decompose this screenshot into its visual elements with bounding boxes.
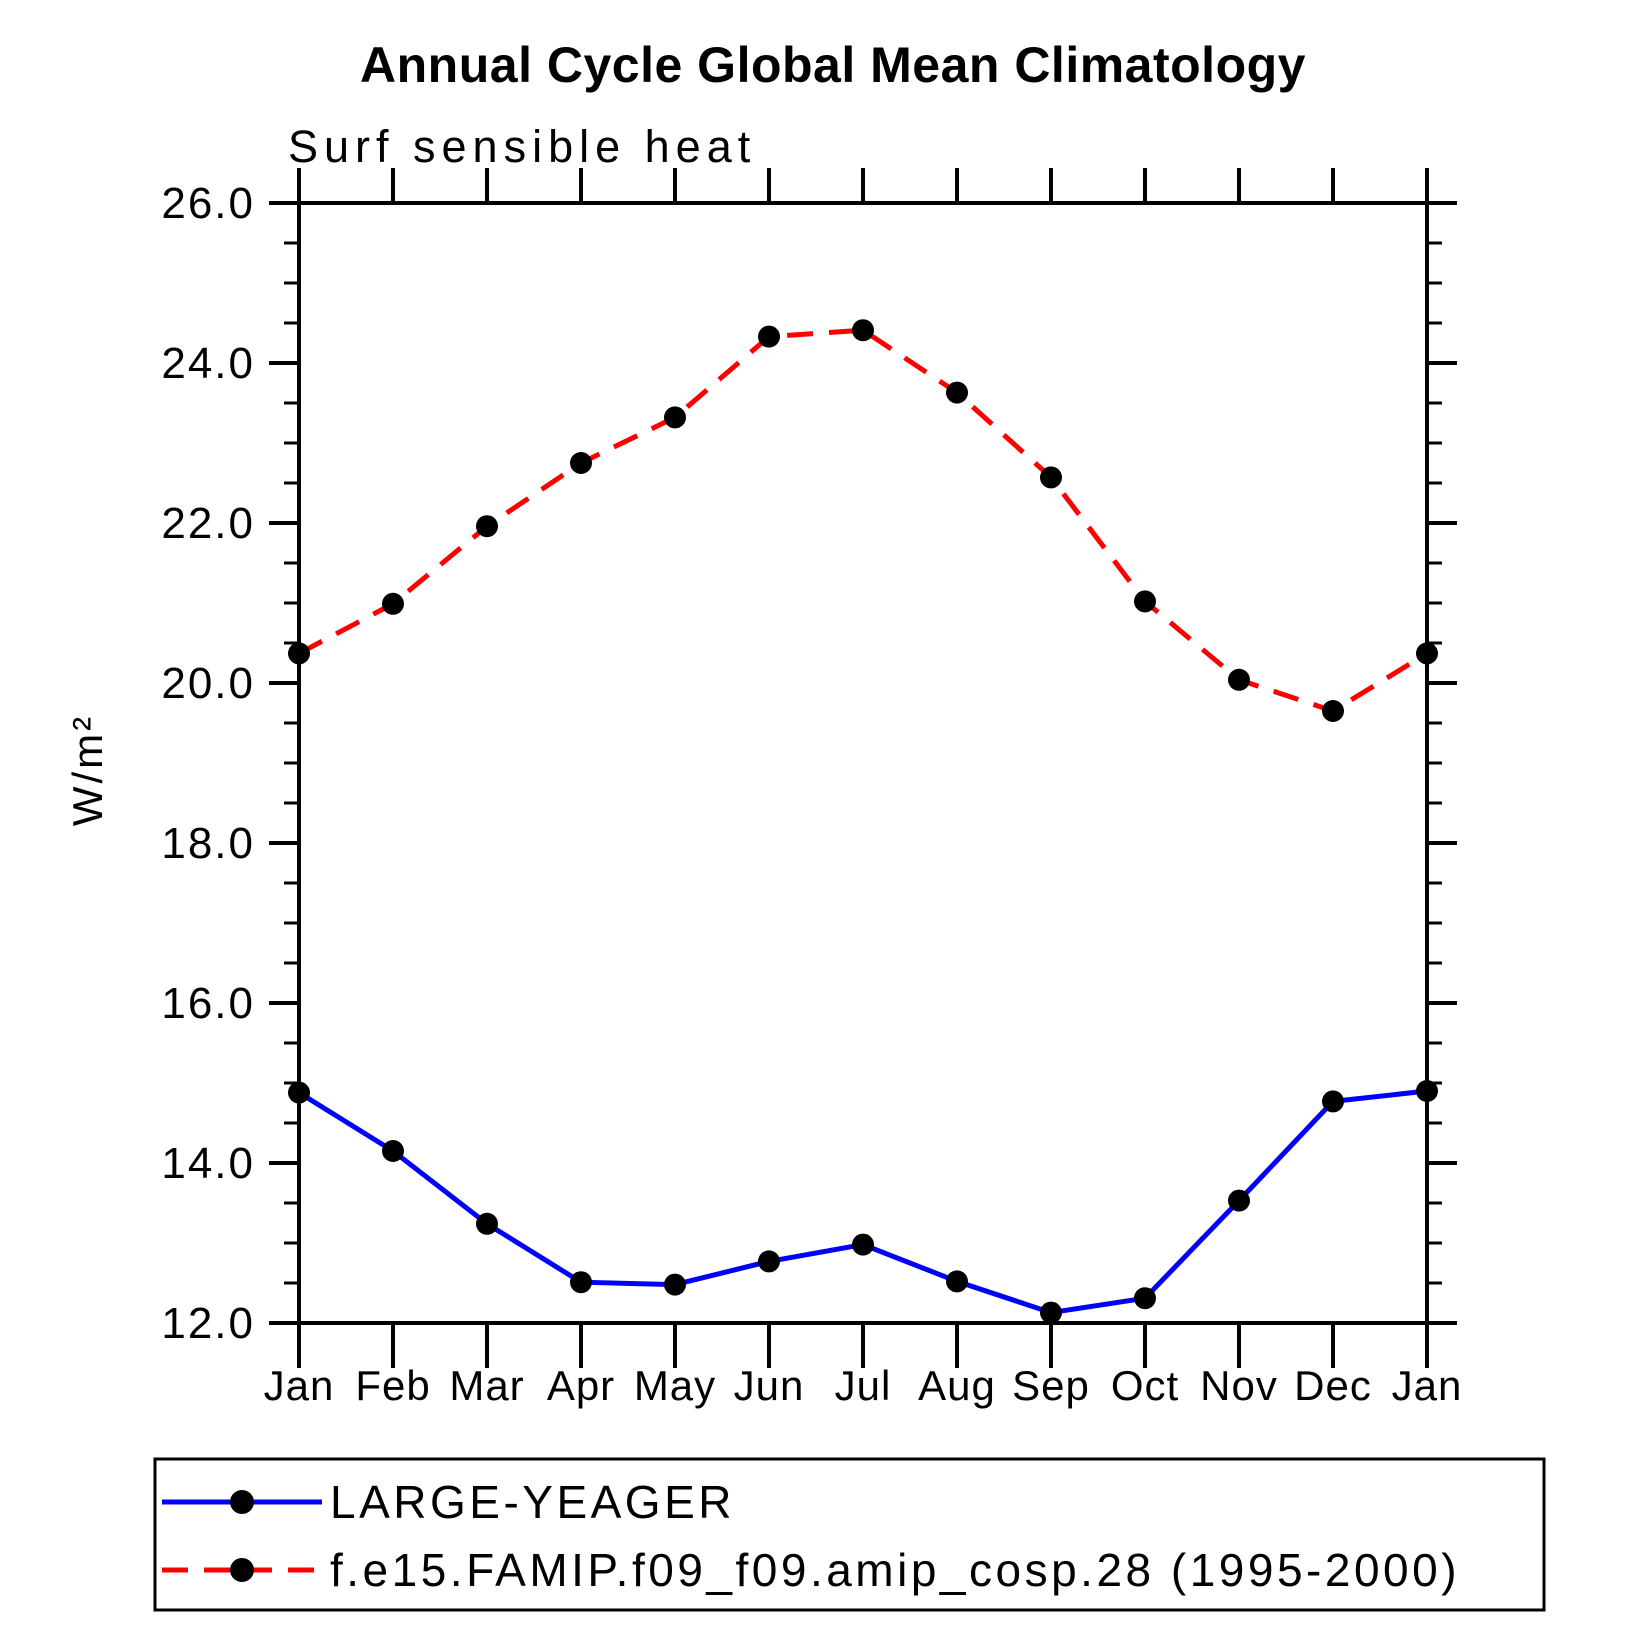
data-point-famip [1228,668,1250,691]
y-axis-tick-labels: 12.0 14.0 16.0 18.0 20.0 22.0 24.0 26.0 [161,179,255,1348]
legend-marker-famip [230,1558,254,1582]
x-axis-tick-label: Jan [1392,1362,1463,1409]
data-point-famip [1416,642,1438,665]
y-axis-tick-label: 26.0 [161,179,255,228]
x-axis-tick-label: Mar [449,1362,524,1409]
y-axis-tick-label: 24.0 [161,339,255,388]
chart-subtitle: Surf sensible heat [288,121,756,172]
x-axis-tick-label: Jan [264,1362,335,1409]
x-axis-tick-labels: Jan Feb Mar Apr May Jun Jul Aug Sep Oct Nov Dec Jan [264,1362,1463,1409]
series-line-famip [297,327,1429,714]
x-axis-tick-label: Jul [835,1362,892,1409]
data-point-famip [664,406,686,429]
series-line-large-yeager [297,1088,1428,1316]
data-point-famip [1134,590,1156,613]
legend-label-large-yeager: LARGE-YEAGER [330,1476,735,1528]
x-axis-tick-label: Oct [1111,1362,1179,1409]
x-axis-tick-label: Feb [355,1362,430,1409]
legend-border [153,1457,1546,1612]
x-axis-tick-label: Jun [734,1362,805,1409]
axis-ticks [269,168,1457,1368]
legend-box: LARGE-YEAGER f.e15.FAMIP.f09_f09.amip_co… [153,1457,1546,1612]
data-series [288,319,1438,1324]
x-axis-tick-label: Apr [547,1362,615,1409]
chart-title: Annual Cycle Global Mean Climatology [360,37,1306,93]
data-point-large-yeager [570,1271,592,1294]
data-point-large-yeager [946,1270,968,1293]
data-point-famip [758,325,780,348]
data-point-large-yeager [288,1081,310,1104]
y-axis-tick-label: 16.0 [161,979,255,1028]
data-point-large-yeager [382,1140,404,1162]
plot-border [297,201,1429,1325]
data-point-large-yeager [1040,1301,1062,1324]
x-axis-tick-label: Sep [1012,1362,1090,1409]
data-point-large-yeager [1322,1090,1344,1113]
y-axis-tick-label: 18.0 [161,819,255,868]
legend-label-famip: f.e15.FAMIP.f09_f09.amip_cosp.28 (1995-2… [330,1544,1460,1596]
data-point-famip [476,515,498,538]
data-point-famip [570,452,592,474]
data-point-famip [288,642,310,665]
x-axis-tick-label: Dec [1294,1362,1372,1409]
y-axis-tick-label: 12.0 [161,1299,255,1348]
y-axis-tick-label: 22.0 [161,499,255,548]
data-point-famip [1322,700,1344,722]
data-point-large-yeager [852,1233,874,1256]
x-axis-tick-label: Nov [1200,1362,1278,1409]
data-point-famip [946,381,968,404]
data-point-large-yeager [1134,1287,1156,1310]
data-point-famip [852,319,874,342]
y-axis-tick-label: 20.0 [161,659,255,708]
data-point-famip [1040,466,1062,489]
y-axis-title: W/m² [64,714,111,826]
y-axis-tick-label: 14.0 [161,1139,255,1188]
data-point-famip [382,592,404,615]
data-point-large-yeager [758,1250,780,1273]
x-axis-tick-label: May [634,1362,716,1409]
data-point-large-yeager [664,1273,686,1296]
plot-frame [297,201,1429,1325]
data-point-large-yeager [1416,1080,1438,1102]
legend-marker-large-yeager [230,1490,254,1514]
x-axis-tick-label: Aug [918,1362,996,1409]
data-point-large-yeager [1228,1189,1250,1212]
data-point-large-yeager [476,1212,498,1235]
